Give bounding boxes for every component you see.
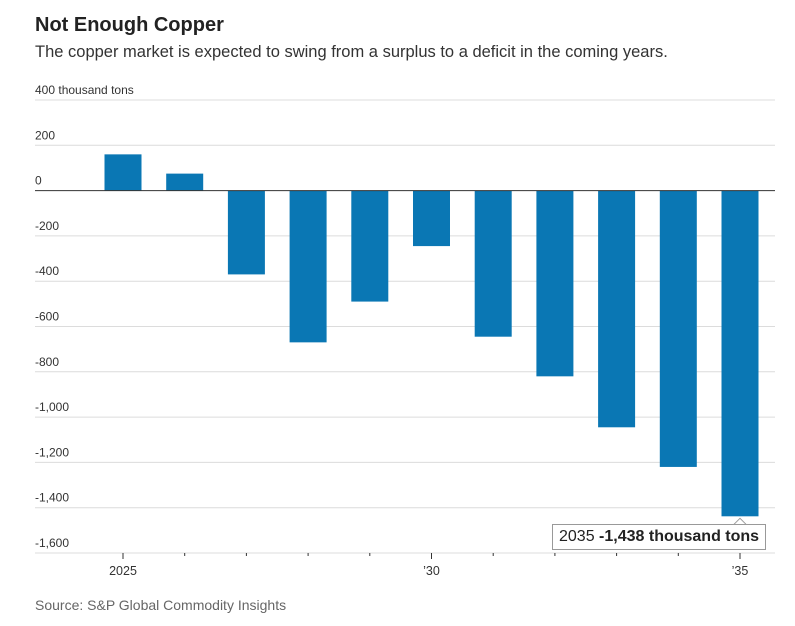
x-tick-label: 2025 [109, 564, 137, 578]
y-tick-label: -1,200 [35, 445, 69, 459]
bar [166, 173, 204, 191]
y-tick-label: -400 [35, 264, 59, 278]
bar [659, 190, 697, 467]
y-tick-label: 200 [35, 128, 55, 142]
bar [598, 190, 636, 428]
chart-title: Not Enough Copper [35, 14, 224, 36]
y-tick-label: 400 thousand tons [35, 83, 134, 97]
bar [536, 190, 574, 377]
y-tick-label: -800 [35, 355, 59, 369]
y-tick-label: -1,000 [35, 400, 69, 414]
annotation-year: 2035 [559, 528, 595, 546]
annotation-pointer [732, 517, 748, 526]
bar [474, 190, 512, 337]
y-tick-label: -600 [35, 310, 59, 324]
bar [721, 190, 759, 517]
bar [289, 190, 327, 343]
bar [227, 190, 265, 275]
y-tick-label: 0 [35, 174, 42, 188]
bar [351, 190, 389, 302]
bar [104, 154, 142, 191]
bar [413, 190, 450, 247]
y-tick-label: -1,400 [35, 491, 69, 505]
annotation-value: -1,438 thousand tons [599, 528, 760, 546]
x-tick-label: ’30 [423, 564, 440, 578]
x-tick-label: ’35 [732, 564, 749, 578]
y-tick-label: -1,600 [35, 536, 69, 550]
chart-subtitle: The copper market is expected to swing f… [35, 43, 668, 61]
annotation-callout: 2035 -1,438 thousand tons [552, 524, 767, 551]
y-tick-label: -200 [35, 219, 59, 233]
source-note: Source: S&P Global Commodity Insights [35, 597, 287, 613]
